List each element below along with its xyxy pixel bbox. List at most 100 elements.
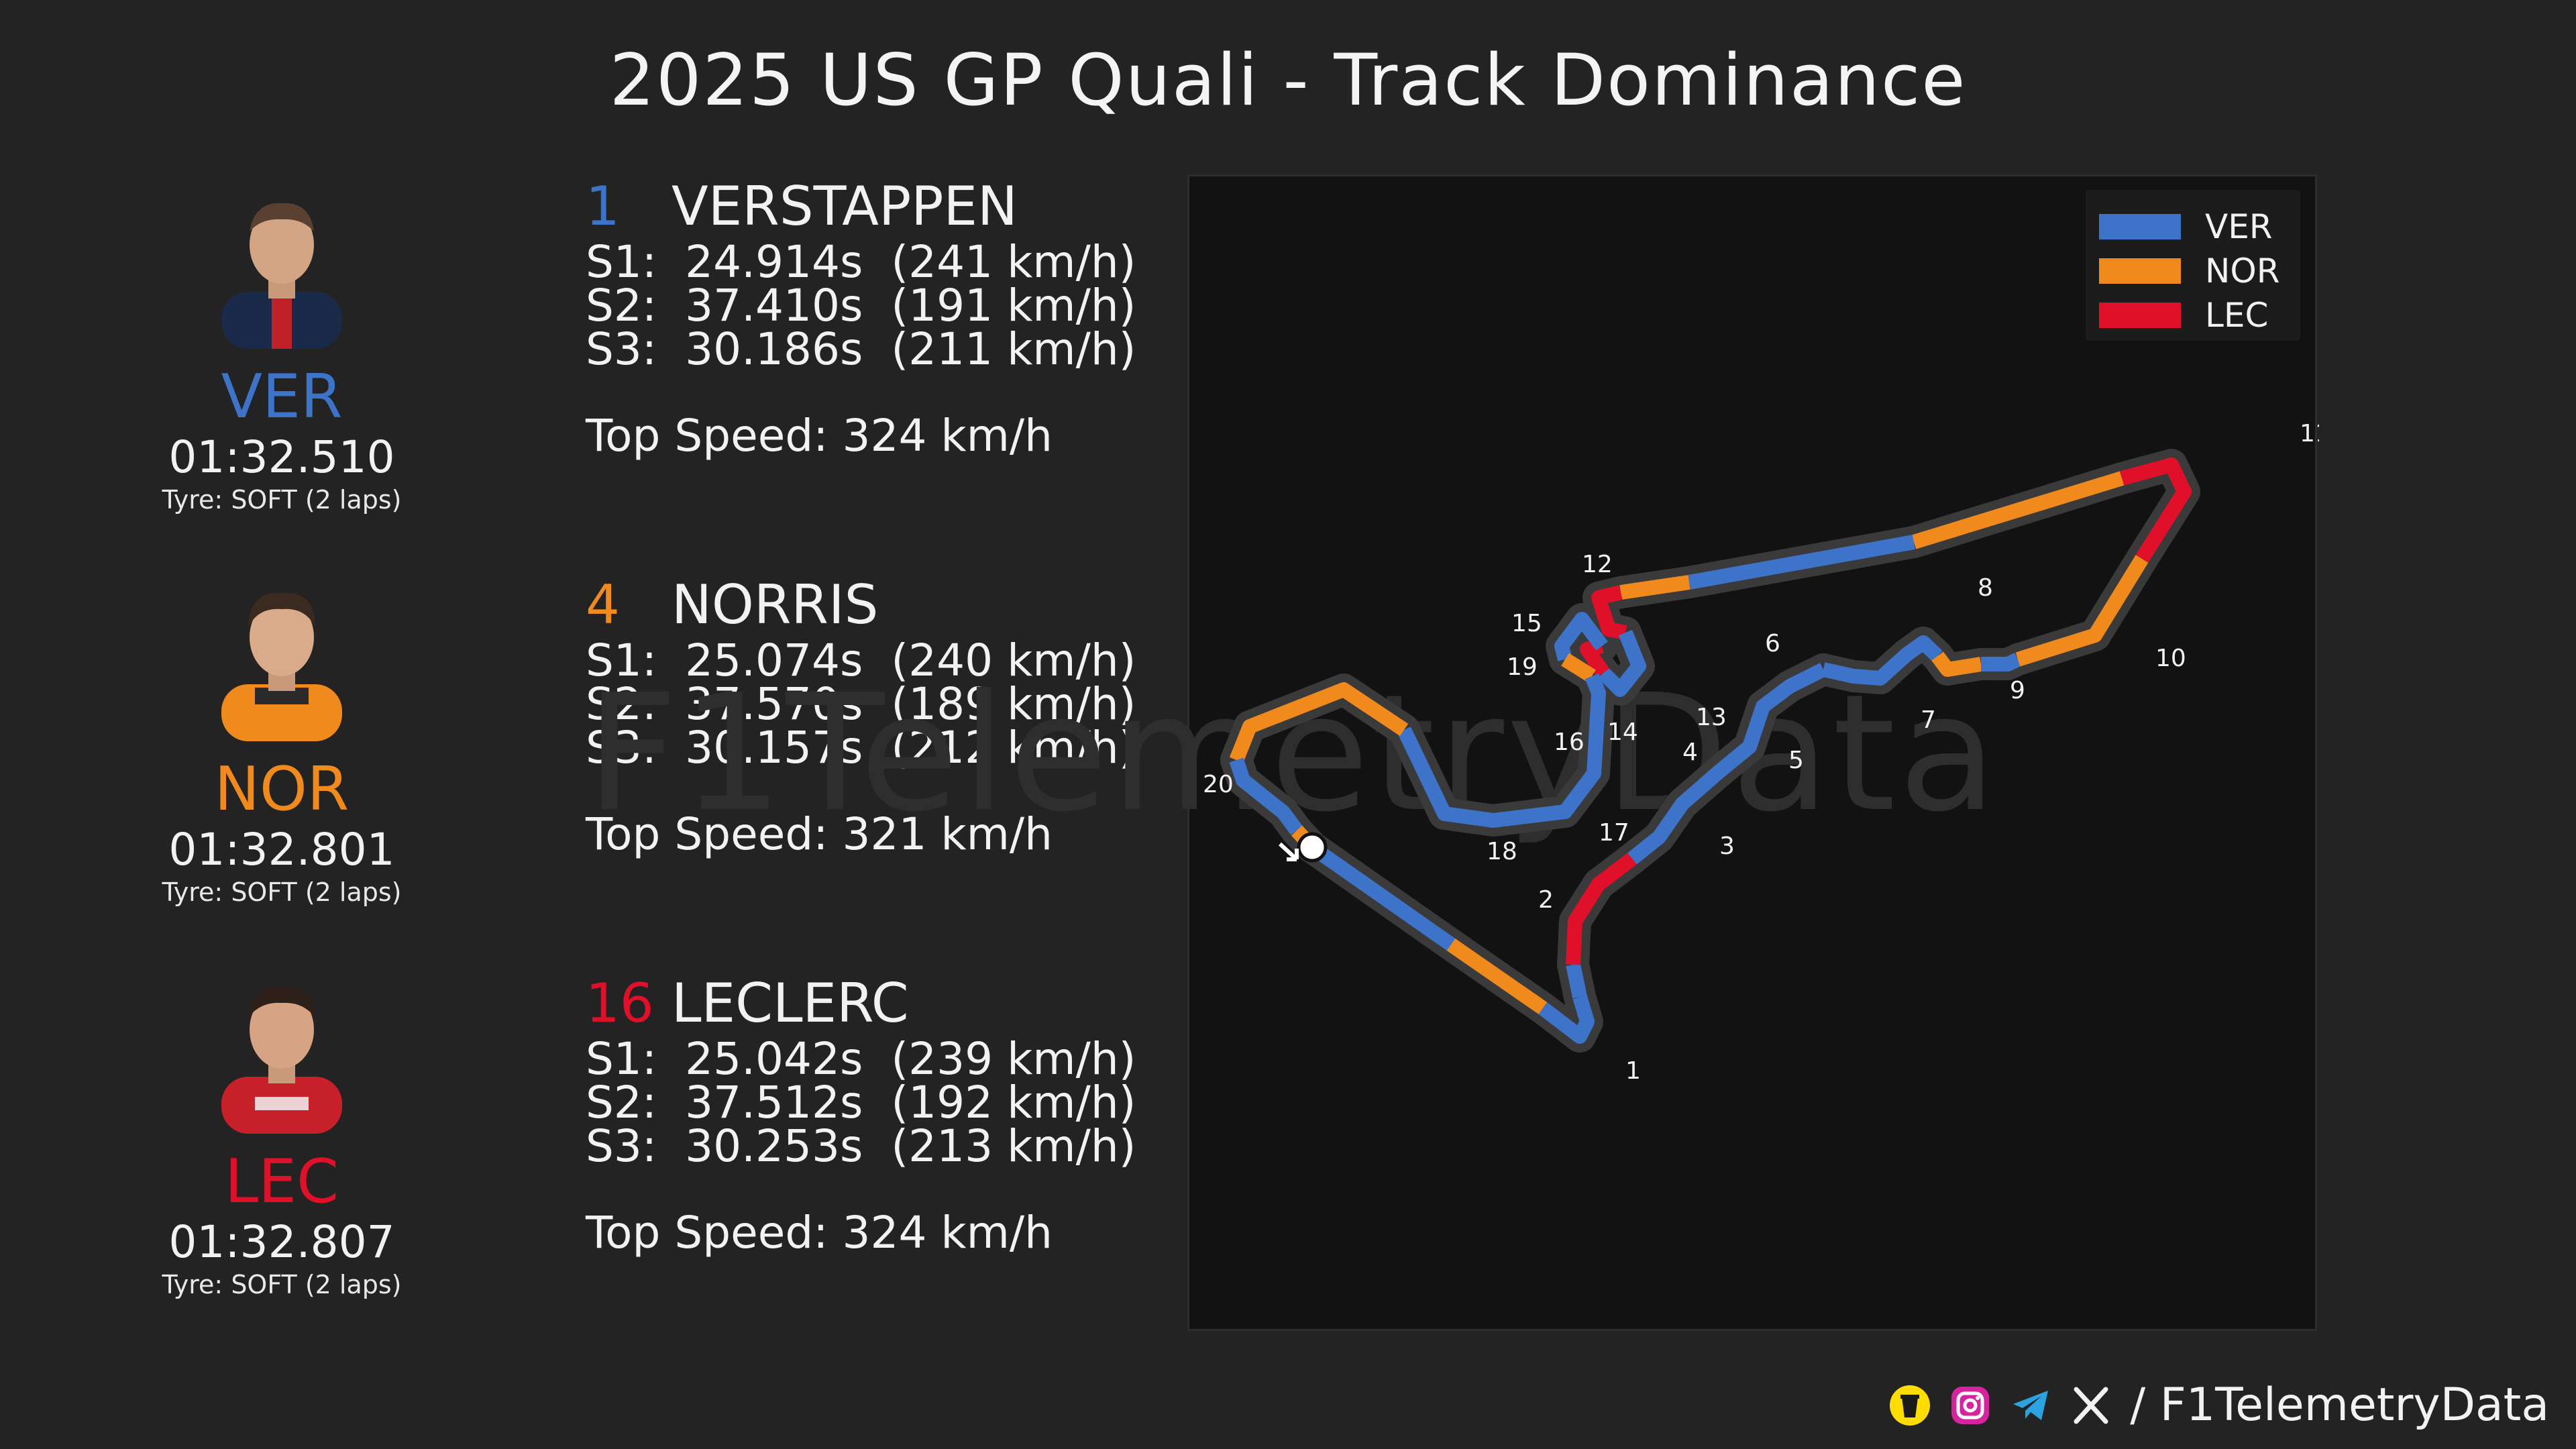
top-speed: Top Speed: 324 km/h <box>586 410 1053 462</box>
driver-portrait-ver <box>208 178 356 349</box>
legend-swatch <box>2099 214 2181 239</box>
telegram-icon[interactable] <box>2009 1384 2052 1427</box>
legend-item-lec: LEC <box>2099 293 2300 337</box>
driver-number: 16 <box>586 972 654 1034</box>
buymeacoffee-icon[interactable] <box>1888 1384 1931 1427</box>
top-speed: Top Speed: 321 km/h <box>586 808 1053 860</box>
avatar <box>221 986 342 1134</box>
track-segment-lec <box>1566 853 1637 965</box>
turn-label: 16 <box>1554 729 1585 756</box>
turn-label: 10 <box>2155 645 2186 672</box>
track-map: F1TelemetryData 123456789101112131415161… <box>586 174 2319 1331</box>
turn-label: 7 <box>1921 706 1936 734</box>
track-segment-nor <box>1619 575 1690 600</box>
driver-card-ver: VER 01:32.510 Tyre: SOFT (2 laps) <box>127 178 436 515</box>
track-segment-ver <box>1307 841 1456 951</box>
turn-label: 6 <box>1765 630 1780 657</box>
tyre-info: Tyre: SOFT (2 laps) <box>162 485 402 515</box>
turn-label: 17 <box>1599 819 1629 847</box>
driver-number: 4 <box>586 574 620 636</box>
driver-portrait-nor <box>208 570 356 741</box>
legend-swatch <box>2099 258 2181 284</box>
social-handle: / F1TelemetryData <box>2130 1379 2549 1432</box>
sector-3: S3: 30.157s (212 km/h) <box>586 722 1136 773</box>
track-segment-ver <box>1554 612 1608 661</box>
track-svg: 1234567891011121314151617181920 <box>1203 420 2319 1085</box>
track-segment-lec <box>1591 585 1627 640</box>
turn-label: 11 <box>2300 420 2319 447</box>
x-icon[interactable] <box>2070 1384 2112 1427</box>
sector-3: S3: 30.253s (213 km/h) <box>586 1120 1136 1172</box>
track-segment-nor <box>2015 555 2149 667</box>
legend-swatch <box>2099 303 2181 328</box>
sector-2: S2: 37.512s (192 km/h) <box>586 1077 1136 1128</box>
driver-stats-ver: 1 VERSTAPPEN S1: 24.914s (241 km/h) S2: 3… <box>586 173 1189 460</box>
track-segment-ver <box>1688 535 1915 590</box>
direction-arrow-icon <box>1278 842 1299 861</box>
track-segment-nor <box>1446 938 1548 1015</box>
turn-label: 18 <box>1487 838 1517 865</box>
legend-item-ver: VER <box>2099 205 2300 249</box>
legend-item-nor: NOR <box>2099 249 2300 293</box>
turn-label: 1 <box>1625 1057 1641 1085</box>
driver-portrait-lec <box>208 963 356 1134</box>
track-segment-ver <box>1229 757 1303 835</box>
driver-code: VER <box>221 362 343 432</box>
turn-label: 9 <box>2010 677 2025 704</box>
track-segment-ver <box>1566 963 1587 999</box>
turn-label: 15 <box>1511 610 1542 637</box>
track-segment-ver <box>1538 994 1595 1044</box>
track-segment-ver <box>1981 653 2021 672</box>
turn-label: 13 <box>1696 704 1727 731</box>
driver-name: NORRIS <box>672 574 879 636</box>
sector-1: S1: 24.914s (241 km/h) <box>586 236 1136 288</box>
driver-number: 1 <box>586 175 620 237</box>
turn-label: 12 <box>1582 551 1613 578</box>
top-speed: Top Speed: 324 km/h <box>586 1207 1053 1258</box>
driver-card-nor: NOR 01:32.801 Tyre: SOFT (2 laps) <box>127 570 436 908</box>
driver-code: LEC <box>225 1146 339 1217</box>
legend-label: LEC <box>2205 296 2269 335</box>
sector-1: S1: 25.074s (240 km/h) <box>586 635 1136 686</box>
lap-time: 01:32.807 <box>168 1216 395 1268</box>
driver-code: NOR <box>214 754 350 824</box>
driver-header: 4 NORRIS <box>586 572 1189 639</box>
lap-time: 01:32.801 <box>168 824 395 875</box>
turn-label: 14 <box>1607 718 1638 746</box>
turn-label: 20 <box>1203 771 1234 798</box>
track-segment-ver <box>1821 635 1943 686</box>
tyre-info: Tyre: SOFT (2 laps) <box>162 1270 402 1299</box>
track-segment-nor <box>1561 653 1596 683</box>
lap-time: 01:32.510 <box>168 431 395 483</box>
sector-2: S2: 37.410s (191 km/h) <box>586 280 1136 331</box>
sector-2: S2: 37.570s (189 km/h) <box>586 678 1136 730</box>
driver-card-lec: LEC 01:32.807 Tyre: SOFT (2 laps) <box>127 963 436 1300</box>
legend: VER NOR LEC <box>2086 190 2300 341</box>
avatar <box>221 203 342 349</box>
track-segment-nor <box>1911 471 2125 549</box>
track-segment-ver <box>1627 663 1827 865</box>
track-segment-nor <box>1931 651 1982 677</box>
track-segment-ver <box>1397 673 1606 828</box>
driver-name: VERSTAPPEN <box>672 175 1018 237</box>
driver-name: LECLERC <box>672 972 909 1034</box>
turn-label: 19 <box>1507 653 1538 681</box>
track-segment-nor <box>1229 682 1409 763</box>
page-title: 2025 US GP Quali - Track Dominance <box>609 39 1967 121</box>
driver-stats-lec: 16 LECLERC S1: 25.042s (239 km/h) S2: 37.… <box>586 970 1189 1256</box>
turn-label: 4 <box>1682 739 1698 766</box>
legend-label: VER <box>2205 207 2273 246</box>
legend-label: NOR <box>2205 252 2280 290</box>
driver-header: 16 LECLERC <box>586 970 1189 1037</box>
turn-label: 8 <box>1978 574 1993 602</box>
turn-label: 2 <box>1538 886 1554 914</box>
driver-stats-nor: 4 NORRIS S1: 25.074s (240 km/h) S2: 37.57… <box>586 572 1189 858</box>
turn-label: 5 <box>1788 747 1804 774</box>
avatar <box>221 592 342 741</box>
footer: / F1TelemetryData <box>1888 1379 2549 1432</box>
turn-label: 3 <box>1719 833 1735 860</box>
sector-1: S1: 25.042s (239 km/h) <box>586 1033 1136 1085</box>
instagram-icon[interactable] <box>1949 1384 1992 1427</box>
track-segment-lec <box>2120 458 2192 563</box>
sector-3: S3: 30.186s (211 km/h) <box>586 323 1136 375</box>
